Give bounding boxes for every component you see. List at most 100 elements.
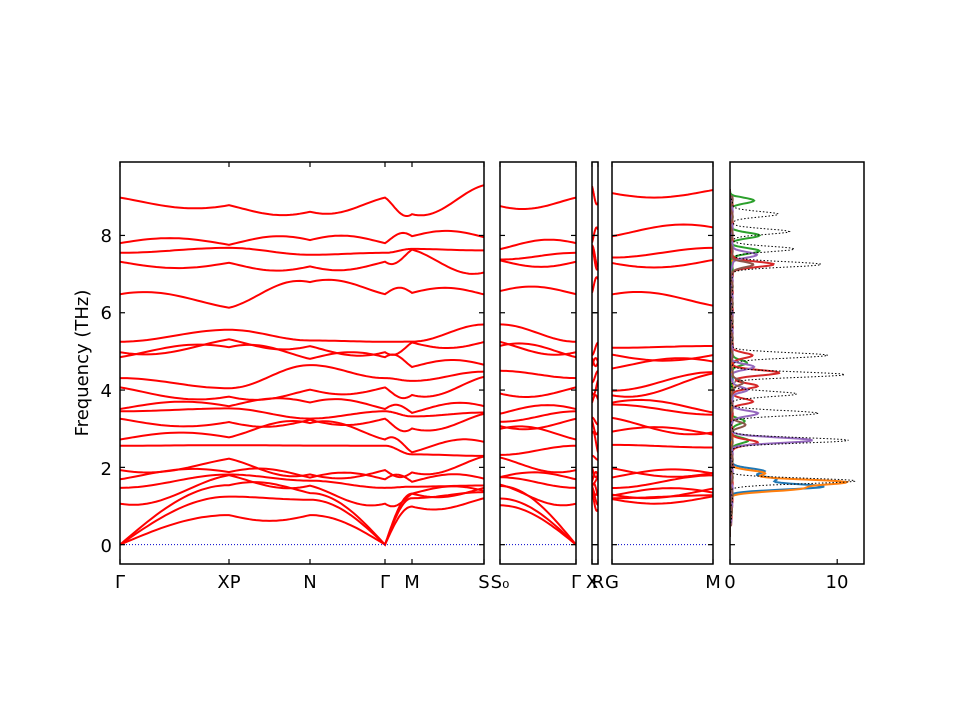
xtick-label-gamma-2: Γ: [380, 572, 390, 593]
ytick-label-8: 8: [101, 226, 112, 247]
band-line: [612, 468, 713, 479]
band-line: [592, 454, 598, 461]
ytick-label-4: 4: [101, 381, 112, 402]
band-line: [120, 375, 484, 401]
band-line: [120, 323, 484, 343]
band-line: [592, 341, 598, 356]
band-line: [592, 185, 598, 206]
band-line: [500, 497, 576, 546]
band-line: [612, 223, 713, 238]
band-line: [612, 246, 713, 259]
xtick-label-n: N: [303, 572, 316, 593]
band-line: [592, 471, 598, 482]
band-curves: [120, 184, 713, 547]
band-line: [120, 481, 484, 547]
band-line: [500, 410, 576, 423]
band-line: [500, 386, 576, 398]
band-line: [612, 487, 713, 500]
band-line: [120, 467, 484, 483]
band-line: [500, 417, 576, 431]
band-line: [592, 477, 598, 487]
band-line: [500, 504, 576, 546]
panel-frames: [119, 161, 865, 565]
band-line: [592, 357, 598, 368]
ytick-label-2: 2: [101, 459, 112, 480]
dos-line: [730, 189, 856, 537]
axis-ticks: [119, 162, 838, 564]
band-line: [612, 371, 713, 392]
band-panel-frame-1: [119, 161, 485, 565]
band-line: [120, 444, 484, 457]
xtick-label-g-1: G: [605, 572, 619, 593]
xtick-label-m-2: M: [705, 572, 721, 593]
band-line: [612, 345, 713, 349]
band-line: [120, 473, 484, 489]
band-line: [592, 416, 598, 426]
band-line: [120, 364, 484, 390]
band-line: [500, 323, 576, 343]
band-line: [612, 291, 713, 307]
band-line: [120, 248, 484, 275]
band-line: [500, 476, 576, 489]
band-line: [120, 474, 484, 508]
band-line: [120, 407, 484, 420]
dos-panel-frame: [729, 161, 865, 565]
band-line: [612, 487, 713, 497]
band-line: [612, 259, 713, 269]
ytick-label-0: 0: [101, 536, 112, 557]
band-line: [612, 467, 713, 478]
ytick-label-6: 6: [101, 303, 112, 324]
band-line: [500, 483, 576, 507]
band-line: [120, 343, 484, 369]
band-line: [120, 184, 484, 217]
band-line: [612, 398, 713, 414]
band-line: [592, 467, 598, 479]
band-line: [612, 426, 713, 436]
band-line: [612, 495, 713, 505]
band-line: [500, 471, 576, 481]
xtick-label-m-1: M: [404, 572, 420, 593]
band-line: [592, 430, 598, 453]
band-line: [120, 455, 484, 480]
band-panel-frame-3: [591, 161, 599, 565]
band-line: [592, 370, 598, 384]
band-line: [612, 443, 713, 449]
band-line: [120, 338, 484, 357]
band-line: [500, 340, 576, 356]
band-line: [592, 276, 598, 294]
band-line: [120, 497, 484, 547]
band-line: [500, 285, 576, 296]
band-line: [500, 444, 576, 456]
band-line: [592, 491, 598, 512]
band-line: [500, 251, 576, 261]
band-line: [120, 491, 484, 547]
band-line: [120, 229, 484, 246]
band-line: [592, 394, 598, 403]
band-line: [500, 259, 576, 268]
band-line: [500, 369, 576, 380]
band-line: [592, 226, 598, 243]
band-line: [500, 404, 576, 415]
band-line: [500, 196, 576, 210]
band-line: [612, 372, 713, 398]
xtick-label-x: X: [586, 572, 598, 593]
dos-xtick-label-10: 10: [826, 572, 849, 593]
band-line: [592, 244, 598, 268]
band-line: [120, 397, 484, 414]
dos-curves: [730, 189, 856, 537]
xtick-label-xp: XP: [217, 572, 240, 593]
band-panel-frame-2: [499, 161, 577, 565]
band-line: [120, 246, 484, 256]
xtick-label-s0: S₀: [491, 572, 510, 593]
xtick-label-gamma-3: Γ: [571, 572, 581, 593]
band-line: [500, 238, 576, 251]
band-line: [612, 353, 713, 362]
band-line: [592, 379, 598, 396]
xtick-label-gamma-1: Γ: [115, 572, 125, 593]
band-line: [500, 456, 576, 474]
band-line: [592, 485, 598, 496]
band-line: [612, 416, 713, 436]
band-line: [120, 412, 484, 433]
band-line: [612, 403, 713, 416]
